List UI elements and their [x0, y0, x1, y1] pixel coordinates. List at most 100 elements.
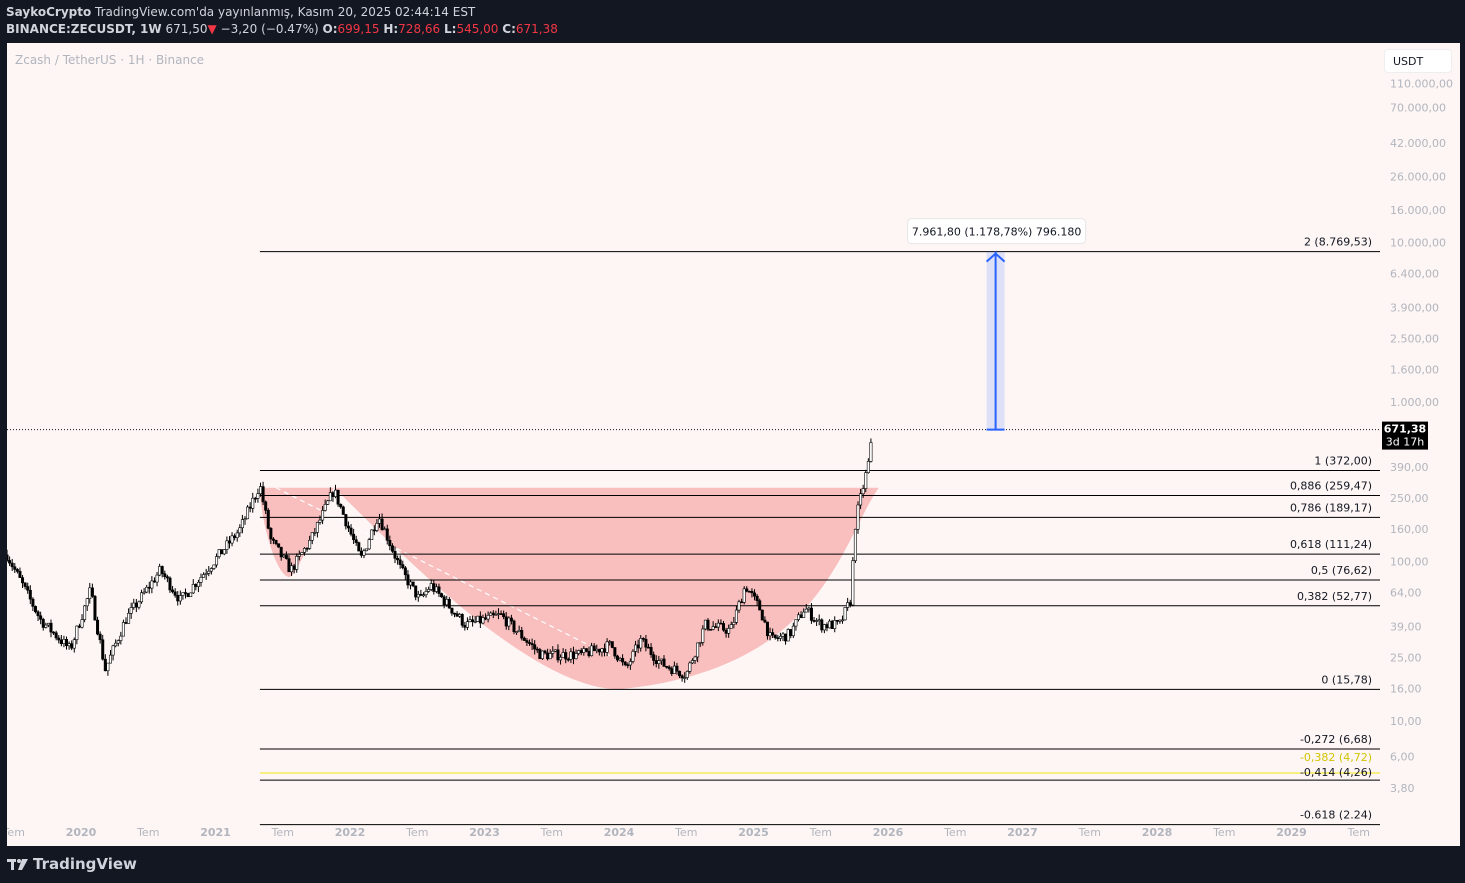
- candle-body: [659, 658, 663, 661]
- candle-body: [657, 660, 661, 664]
- candle-body: [445, 598, 449, 606]
- candle-body: [636, 644, 640, 649]
- candle-body: [256, 493, 260, 499]
- candle-body: [36, 611, 40, 617]
- candle-body: [427, 589, 431, 592]
- candle-body: [491, 612, 495, 616]
- candle-body: [155, 574, 159, 583]
- candle-body: [721, 623, 725, 631]
- candle-body: [817, 619, 821, 622]
- candle-body: [665, 666, 669, 668]
- candle-body: [88, 587, 92, 599]
- candle-body: [465, 621, 469, 628]
- price-axis-label: 250,00: [1390, 492, 1429, 505]
- candle-body: [264, 501, 268, 511]
- candle-body: [297, 554, 301, 557]
- candle-body: [414, 585, 418, 598]
- candle-body: [833, 620, 837, 629]
- tradingview-logo-icon: [7, 859, 28, 870]
- candle-body: [401, 564, 405, 569]
- candle-body: [584, 648, 588, 652]
- candle-body: [57, 637, 61, 641]
- candle-body: [680, 675, 684, 679]
- tradingview-logo-text: TradingView: [33, 855, 137, 873]
- candle-body: [507, 617, 511, 627]
- candle-body: [543, 650, 547, 654]
- candle-body: [434, 586, 438, 592]
- price-axis-label: 64,00: [1390, 586, 1422, 599]
- candle-body: [183, 592, 187, 594]
- candle-body: [230, 535, 234, 544]
- candle-body: [46, 622, 50, 626]
- candle-body: [597, 648, 601, 653]
- cup-pattern-shape: [259, 487, 879, 690]
- price-axis-label: 160,00: [1390, 523, 1429, 536]
- candle-body: [789, 629, 793, 637]
- candle-body: [724, 629, 728, 634]
- candle-body: [403, 567, 407, 576]
- candle-body: [222, 549, 226, 555]
- candle-body: [336, 489, 340, 505]
- candle-body: [409, 581, 413, 586]
- candle-body: [866, 461, 870, 473]
- fib-level-label: -0,272 (6,68): [1300, 733, 1372, 746]
- candle-body: [559, 656, 563, 661]
- candle-body: [253, 497, 257, 500]
- candle-body: [380, 518, 384, 530]
- price-axis-label: 1.000,00: [1390, 396, 1439, 409]
- candle-body: [313, 532, 317, 534]
- candle-body: [734, 609, 738, 623]
- candle-body: [548, 653, 552, 660]
- candle-body: [70, 643, 74, 649]
- candle-body: [284, 554, 288, 559]
- candle-body: [711, 626, 715, 630]
- candle-body: [528, 642, 532, 644]
- candle-body: [750, 591, 754, 594]
- candle-body: [85, 598, 89, 607]
- candle-body: [675, 665, 679, 672]
- candle-body: [861, 488, 865, 494]
- price-axis-label: 3,80: [1390, 782, 1415, 795]
- candle-body: [23, 582, 27, 587]
- time-axis-label: 2021: [200, 826, 231, 839]
- currency-button[interactable]: USDT: [1384, 49, 1452, 73]
- candle-body: [706, 619, 710, 630]
- candle-body: [843, 607, 847, 621]
- candle-body: [259, 486, 263, 494]
- candle-body: [176, 595, 180, 602]
- candle-body: [496, 613, 500, 615]
- candle-body: [440, 593, 444, 598]
- candle-body: [608, 641, 612, 643]
- dashed-trendline: [275, 487, 620, 661]
- candle-body: [191, 584, 195, 594]
- candle-body: [279, 546, 283, 558]
- candle-body: [26, 586, 30, 591]
- time-axis-label: 2020: [66, 826, 97, 839]
- candle-body: [515, 631, 519, 633]
- candle-body: [75, 625, 79, 640]
- candle-body: [610, 641, 614, 648]
- candle-body: [696, 642, 700, 658]
- tradingview-logo[interactable]: TradingView: [7, 855, 137, 873]
- candle-body: [613, 647, 617, 657]
- chart-pane[interactable]: 2 (8.769,53) 1 (372,00) 0,886 (259,47) 0,78…: [7, 43, 1460, 846]
- candle-body: [484, 617, 488, 620]
- candle-body: [678, 670, 682, 677]
- candle-body: [530, 643, 534, 646]
- candle-body: [853, 528, 857, 561]
- time-axis-label: 2022: [335, 826, 366, 839]
- time-axis-label: 2026: [873, 826, 904, 839]
- candle-body: [727, 628, 731, 634]
- candle-body: [393, 550, 397, 559]
- candle-body: [72, 639, 76, 649]
- candle-body: [10, 562, 14, 568]
- candle-body: [318, 519, 322, 523]
- candle-body: [163, 573, 167, 578]
- candle-body: [646, 646, 650, 649]
- candle-body: [595, 648, 599, 652]
- chart-canvas[interactable]: 2 (8.769,53) 1 (372,00) 0,886 (259,47) 0,78…: [7, 43, 1460, 846]
- candle-body: [168, 577, 172, 591]
- candle-body: [740, 601, 744, 604]
- candle-body: [551, 650, 555, 654]
- candle-body: [134, 602, 138, 608]
